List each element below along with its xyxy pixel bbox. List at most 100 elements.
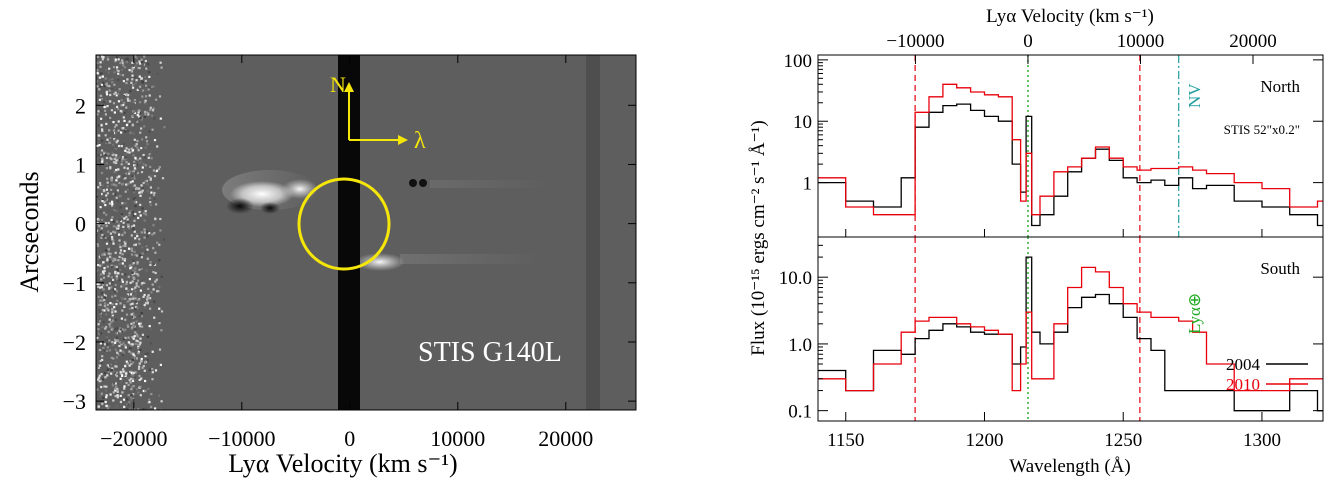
noise-pixel (148, 197, 152, 200)
noise-pixel (111, 367, 114, 370)
noise-pixel (99, 342, 102, 345)
noise-pixel (106, 55, 109, 58)
noise-pixel (112, 143, 115, 146)
noise-pixel (104, 134, 107, 137)
noise-pixel (147, 63, 150, 66)
spectrum-south-2004 (818, 256, 1323, 412)
velocity-top-axis-label: Lyα Velocity (km s⁻¹) (986, 6, 1154, 27)
noise-pixel (100, 83, 103, 86)
noise-pixel (132, 374, 135, 377)
noise-pixel (131, 67, 135, 70)
noise-pixel (141, 61, 144, 64)
noise-pixel (101, 358, 104, 362)
noise-pixel (120, 317, 123, 320)
noise-pixel (140, 119, 143, 122)
noise-pixel (104, 222, 107, 225)
noise-pixel (104, 389, 107, 392)
noise-pixel (113, 111, 116, 114)
noise-pixel (138, 75, 141, 78)
noise-pixel (101, 292, 104, 295)
noise-pixel (115, 318, 118, 321)
noise-pixel (136, 261, 139, 264)
noise-pixel (138, 115, 141, 118)
noise-pixel (110, 89, 113, 93)
noise-pixel (99, 125, 102, 128)
noise-pixel (115, 179, 118, 182)
noise-pixel (120, 129, 124, 132)
noise-pixel (154, 369, 158, 372)
noise-pixel (107, 330, 110, 333)
noise-pixel (118, 263, 121, 266)
noise-pixel (114, 290, 117, 294)
noise-pixel (131, 249, 134, 252)
noise-pixel (129, 181, 132, 184)
noise-pixel (127, 394, 130, 397)
noise-pixel (131, 149, 134, 152)
noise-pixel (130, 372, 133, 375)
north-arrow-head (344, 82, 354, 92)
spectra-panel: 1150 1200 1250 1300 −10000 0 10000 20000 100 10 1 1… (748, 6, 1324, 477)
noise-pixel (137, 66, 140, 70)
noise-pixel (120, 296, 123, 299)
noise-pixel (140, 377, 143, 380)
noise-pixel (162, 238, 166, 241)
noise-pixel (123, 184, 126, 187)
noise-pixel (113, 138, 116, 141)
noise-pixel (105, 83, 108, 86)
noise-pixel (111, 238, 114, 241)
noise-pixel (102, 61, 105, 64)
noise-pixel (152, 224, 155, 227)
noise-pixel (112, 230, 115, 233)
noise-pixel (147, 401, 150, 404)
noise-pixel (115, 371, 119, 374)
noise-pixel (120, 104, 123, 107)
noise-pixel (153, 139, 157, 142)
noise-pixel (105, 122, 108, 125)
noise-pixel (142, 358, 145, 361)
noise-pixel (155, 98, 158, 101)
noise-pixel (128, 264, 131, 267)
noise-pixel (105, 167, 108, 170)
noise-pixel (96, 282, 99, 286)
noise-pixel (148, 368, 152, 371)
noise-pixel (121, 156, 124, 159)
noise-pixel (112, 343, 115, 346)
noise-pixel (103, 385, 106, 388)
noise-pixel (141, 89, 145, 92)
noise-pixel (100, 361, 103, 364)
noise-pixel (105, 213, 108, 216)
noise-pixel (116, 268, 119, 271)
noise-pixel (122, 351, 125, 354)
noise-pixel (113, 107, 117, 110)
noise-pixel (154, 407, 157, 410)
noise-pixel (151, 108, 155, 111)
noise-pixel (99, 182, 102, 185)
noise-pixel (149, 165, 152, 168)
noise-pixel (156, 241, 159, 244)
noise-pixel (112, 121, 115, 124)
noise-pixel (103, 269, 106, 272)
noise-pixel (131, 211, 134, 214)
noise-pixel (126, 167, 129, 170)
noise-pixel (148, 232, 151, 235)
noise-pixel (124, 242, 127, 245)
noise-pixel (133, 272, 136, 275)
noise-pixel (137, 350, 140, 353)
noise-pixel (110, 88, 113, 91)
noise-pixel (97, 229, 100, 232)
noise-pixel (129, 131, 132, 134)
noise-pixel (119, 156, 123, 159)
noise-pixel (103, 101, 106, 104)
noise-pixel (124, 365, 127, 368)
noise-pixel (111, 154, 114, 157)
noise-pixel (113, 126, 116, 129)
noise-pixel (132, 141, 135, 144)
noise-pixel (114, 191, 117, 194)
noise-pixel (99, 151, 102, 154)
noise-pixel (145, 84, 148, 87)
noise-pixel (128, 123, 131, 126)
wavelength-tick-label: 1150 (827, 430, 864, 451)
noise-pixel (108, 339, 111, 342)
noise-pixel (131, 114, 134, 117)
noise-pixel (96, 196, 99, 199)
